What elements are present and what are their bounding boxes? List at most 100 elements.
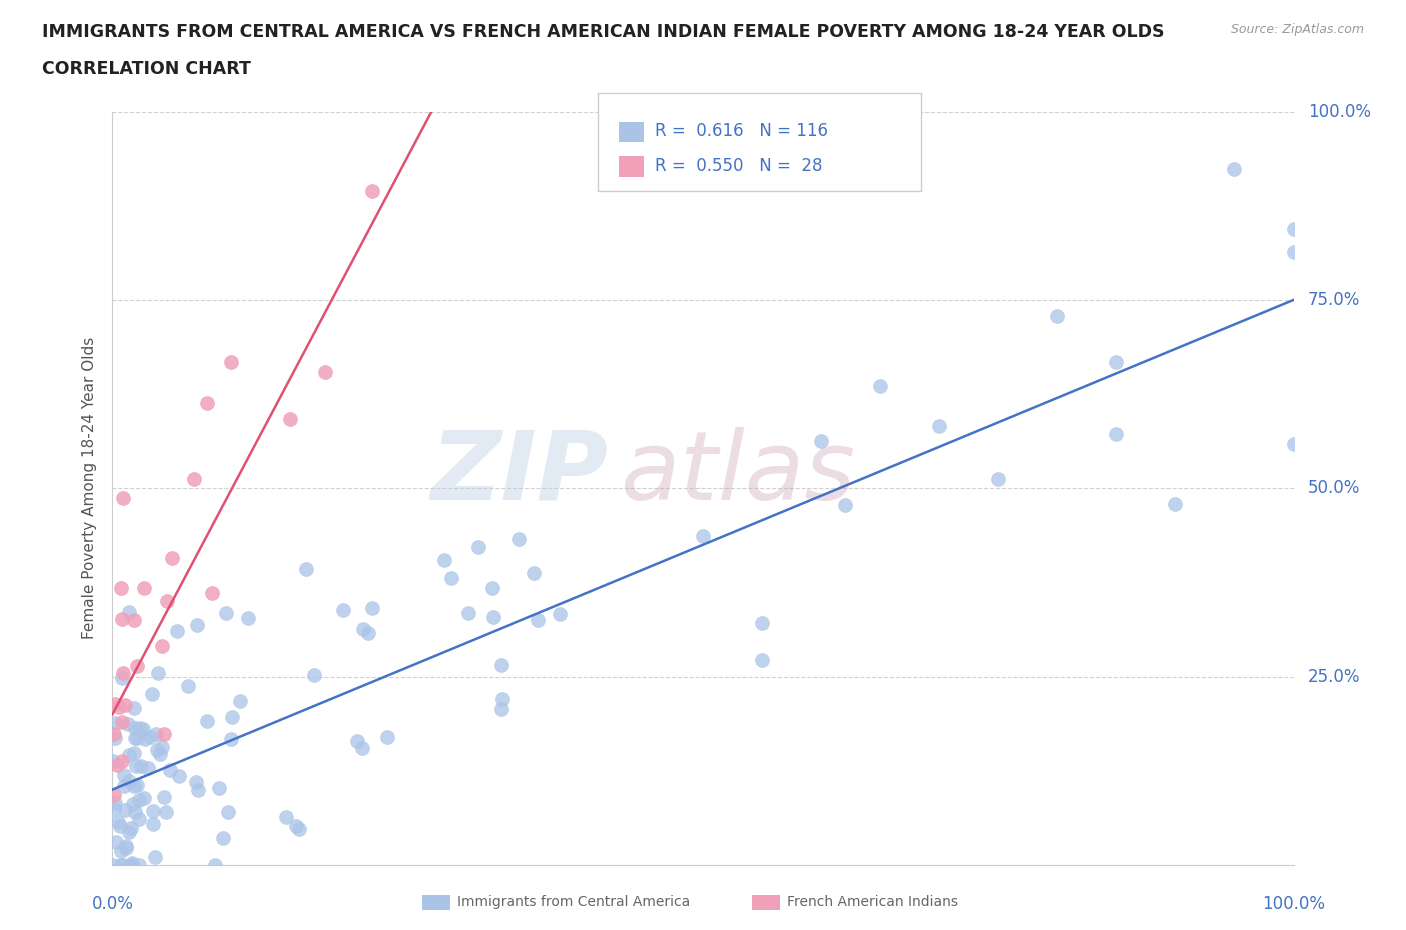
Point [751,616,773,631]
Point [139,730,162,745]
Point [108,818,131,833]
Point [117,824,139,839]
Point [751,653,773,668]
Point [103,788,125,803]
Point [1105,355,1128,370]
Text: R =  0.616   N = 116: R = 0.616 N = 116 [655,122,828,140]
Point [122,745,145,760]
Text: 50.0%: 50.0% [1308,479,1360,498]
Point [522,565,544,580]
Point [112,778,135,793]
Point [146,742,169,757]
Point [150,638,173,653]
Point [302,668,325,683]
Point [187,782,209,797]
Text: IMMIGRANTS FROM CENTRAL AMERICA VS FRENCH AMERICAN INDIAN FEMALE POVERTY AMONG 1: IMMIGRANTS FROM CENTRAL AMERICA VS FRENC… [42,23,1164,41]
Text: 25.0%: 25.0% [1308,668,1360,685]
Text: 100.0%: 100.0% [1263,896,1324,913]
Point [433,553,456,568]
Point [1282,221,1305,236]
Point [114,839,136,854]
Point [114,803,136,817]
Point [149,747,172,762]
Point [236,611,259,626]
Point [103,857,125,872]
Point [482,610,505,625]
Point [120,821,142,836]
Point [110,844,132,858]
Text: French American Indians: French American Indians [787,895,959,910]
Point [201,586,224,601]
Point [177,678,200,693]
Point [159,763,181,777]
Point [105,758,128,773]
Point [377,729,399,744]
Point [134,790,156,805]
Point [117,717,139,732]
Point [125,658,148,673]
Point [1282,436,1305,451]
Point [111,715,134,730]
Point [457,605,479,620]
Point [439,570,461,585]
Text: Immigrants from Central America: Immigrants from Central America [457,895,690,910]
Point [810,433,832,448]
Point [121,857,143,872]
Point [1164,496,1187,511]
Point [195,396,218,411]
Point [195,713,218,728]
Point [104,697,127,711]
Point [215,606,238,621]
Point [346,734,368,749]
Point [166,624,188,639]
Point [122,700,145,715]
Text: R =  0.550   N =  28: R = 0.550 N = 28 [655,157,823,176]
Point [548,606,571,621]
Point [103,726,125,741]
Point [128,857,150,872]
Point [110,581,132,596]
Point [107,815,129,830]
Point [132,581,155,596]
Point [142,817,165,831]
Text: atlas: atlas [620,427,855,520]
Point [142,804,165,819]
Point [128,793,150,808]
Point [124,805,146,820]
Point [118,748,141,763]
Point [332,603,354,618]
Point [122,612,145,627]
Point [131,722,153,737]
Point [111,857,134,872]
Point [467,539,489,554]
Point [112,490,135,505]
Point [127,731,149,746]
Point [153,726,176,741]
Point [114,841,136,856]
Text: CORRELATION CHART: CORRELATION CHART [42,60,252,78]
Point [118,604,141,619]
Point [221,710,243,724]
Point [314,365,336,379]
Point [103,802,125,817]
Point [104,834,127,849]
Point [104,716,127,731]
Point [208,781,231,796]
Point [141,686,163,701]
Point [987,472,1010,486]
Point [810,104,832,119]
Point [219,732,242,747]
Point [122,779,145,794]
Point [160,551,183,565]
Point [169,769,191,784]
Point [229,694,252,709]
Point [508,531,530,546]
Point [118,774,141,789]
Point [211,830,233,845]
Point [692,528,714,543]
Point [145,726,167,741]
Point [104,730,127,745]
Point [129,759,152,774]
Point [183,472,205,486]
Point [284,819,307,834]
